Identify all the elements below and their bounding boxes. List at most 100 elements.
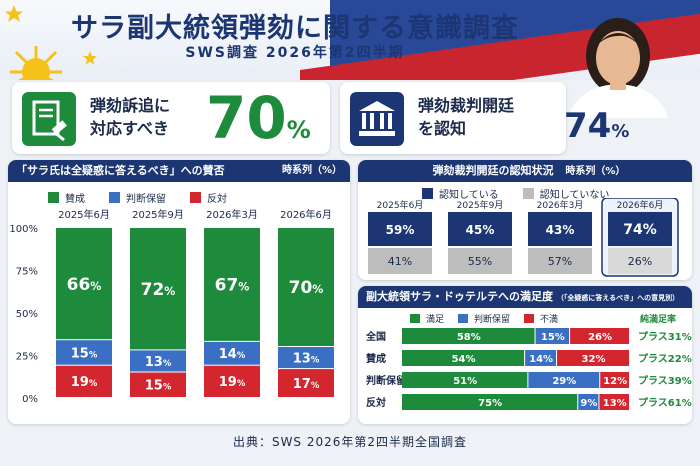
bar-segment <box>278 369 334 397</box>
data-label: 58% <box>457 332 481 343</box>
data-label: 19% <box>219 375 246 390</box>
data-label: 15% <box>71 346 98 361</box>
chart-legend: 賛成 判断保留 反対 <box>48 190 227 205</box>
x-tick-label: 2025年9月 <box>132 208 184 221</box>
kpi-card-impeachment-response: 弾劾訴追に 対応すべき 70% <box>12 82 330 154</box>
kpi-value: 70% <box>206 84 311 152</box>
y-tick-label: 0% <box>22 394 38 405</box>
panel-title: 「サラ氏は全疑惑に答えるべき」への賛否 <box>16 164 225 177</box>
panel-header: 副大統領サラ・ドゥテルテへの満足度 （「全疑惑に答えるべき」への意見別） （%） <box>358 286 692 325</box>
bar-segment <box>570 328 629 344</box>
x-tick-label: 2026年6月 <box>280 208 332 221</box>
bar-segment <box>56 340 112 365</box>
panel-title: 弾劾裁判開廷の認知状況 <box>432 164 554 177</box>
bar-segment <box>130 372 186 397</box>
y-tick-label: 判断保留 <box>366 374 406 387</box>
legend-item: 満足 <box>410 312 444 325</box>
bar-segment <box>535 328 570 344</box>
data-label: 9% <box>580 398 597 409</box>
panel-header: 弾劾裁判開廷の認知状況 時系列（%） <box>358 160 692 182</box>
bar-segment <box>528 212 592 246</box>
x-tick-label: 2026年3月 <box>206 208 258 221</box>
panel-note: 時系列（%） <box>281 165 342 176</box>
satisfaction-horizontal-bar-chart: 全国 58% 15% 26% プラス31% 賛成 54% 14% 32% プラス22% 判断保留 51… <box>365 328 692 410</box>
net-satisfaction-header: 純満足率 <box>640 315 677 325</box>
kpi-label: 弾劾訴追に 対応すべき <box>90 96 171 138</box>
data-label: 15% <box>541 332 565 343</box>
x-tick-label: 2026年6月 <box>617 199 664 211</box>
data-label: 14% <box>529 354 553 365</box>
data-label: 32% <box>582 354 606 365</box>
data-label: 13% <box>603 398 627 409</box>
star-icon <box>83 51 97 65</box>
satisfaction-panel: 副大統領サラ・ドゥテルテへの満足度 （「全疑惑に答えるべき」への意見別） （%）… <box>358 286 692 424</box>
data-label: 66% <box>67 275 102 295</box>
net-satisfaction-label: プラス22% <box>638 352 692 365</box>
bar-segment <box>599 394 629 410</box>
bar-segment <box>578 394 599 410</box>
data-label: 15% <box>145 379 172 394</box>
data-label: 59% <box>386 223 415 237</box>
bar-segment <box>56 365 112 397</box>
y-tick-label: 全国 <box>365 330 386 343</box>
y-tick-label: 賛成 <box>366 352 386 365</box>
data-label: 74% <box>623 222 657 238</box>
panel-note: 時系列（%） <box>565 166 626 177</box>
bar-segment <box>402 372 528 388</box>
y-tick-label: 反対 <box>366 396 386 409</box>
gavel-document-icon <box>22 92 76 146</box>
bar-segment <box>402 350 525 366</box>
y-tick-label: 25% <box>16 352 38 363</box>
bar-segment <box>204 228 260 341</box>
data-label: 12% <box>603 376 627 387</box>
data-label: 43% <box>546 223 575 237</box>
legend-item: 認知している <box>422 186 499 201</box>
courthouse-icon <box>350 92 404 146</box>
data-label: 75% <box>478 398 502 409</box>
data-label: 67% <box>215 276 250 296</box>
bar-segment <box>600 372 629 388</box>
legend-item: 不満 <box>524 312 558 325</box>
data-label: 13% <box>145 355 172 370</box>
bar-segment <box>528 248 592 274</box>
y-tick-label: 75% <box>16 267 38 278</box>
bar-segment <box>402 394 578 410</box>
legend-item: 認知していない <box>522 186 609 201</box>
bar-segment <box>278 228 334 346</box>
portrait-image <box>568 18 668 118</box>
source-footer: 出典：SWS 2026年第2四半期全国調査 <box>232 435 468 449</box>
bar-segment <box>368 212 432 246</box>
panel-header: 「サラ氏は全疑惑に答えるべき」への賛否 時系列（%） <box>8 160 350 182</box>
data-label: 29% <box>552 376 576 387</box>
data-label: 26% <box>628 255 652 268</box>
sun-icon <box>10 46 62 80</box>
bar-segment <box>130 350 186 372</box>
data-label: 13% <box>293 351 320 366</box>
panel-unit: （%） <box>655 314 686 325</box>
data-label: 26% <box>588 332 612 343</box>
x-tick-label: 2025年6月 <box>58 208 110 221</box>
bar-segment <box>448 248 512 274</box>
page-title: サラ副大統領弾劾に関する意識調査 <box>71 13 519 44</box>
chart-legend: 満足 判断保留 不満 <box>410 312 558 325</box>
bar-segment <box>204 365 260 397</box>
x-tick-label: 2025年9月 <box>457 199 504 211</box>
page-subtitle: SWS調査 2026年第2四半期 <box>185 45 405 61</box>
bar-segment <box>368 248 432 274</box>
header-banner: サラ副大統領弾劾に関する意識調査 SWS調査 2026年第2四半期 <box>0 0 700 80</box>
legend-item: 判断保留 <box>458 312 510 325</box>
data-label: 17% <box>293 377 320 392</box>
net-satisfaction-label: プラス61% <box>638 396 692 409</box>
y-tick-label: 100% <box>9 224 38 235</box>
data-label: 41% <box>388 255 412 268</box>
awareness-panel: 弾劾裁判開廷の認知状況 時系列（%） 認知している 認知していない 2025年6… <box>358 160 692 280</box>
bar-segment <box>402 328 535 344</box>
data-label: 72% <box>141 280 176 300</box>
data-label: 14% <box>219 347 246 362</box>
bar-segment <box>56 228 112 340</box>
data-label: 45% <box>466 223 495 237</box>
legend-item: 判断保留 <box>109 190 166 205</box>
net-satisfaction-label: プラス39% <box>638 374 692 387</box>
x-tick-label: 2026年3月 <box>537 199 584 211</box>
data-label: 51% <box>453 376 477 387</box>
